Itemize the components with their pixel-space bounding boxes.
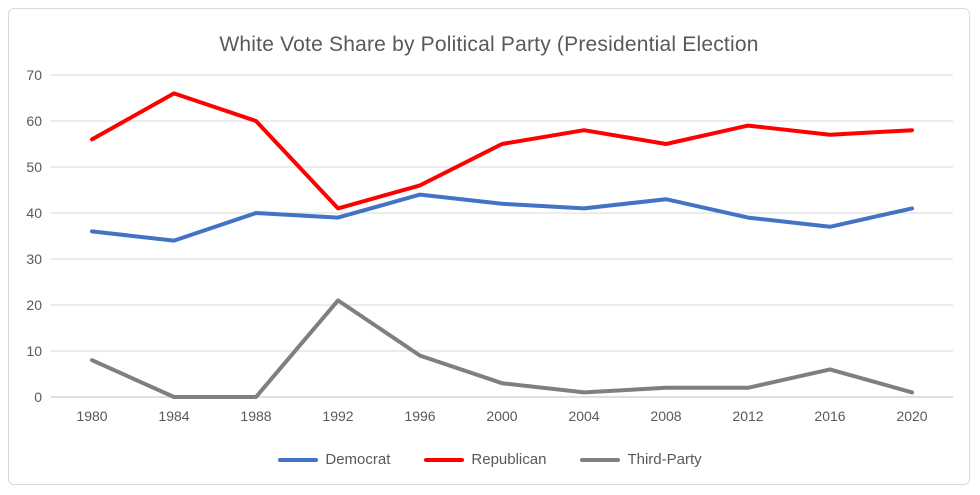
chart-title: White Vote Share by Political Party (Pre… — [219, 33, 759, 56]
chart-frame: White Vote Share by Political Party (Pre… — [8, 8, 970, 485]
y-tick-label: 0 — [34, 389, 42, 405]
x-tick-label: 2008 — [650, 408, 681, 424]
x-tick-label: 1992 — [322, 408, 353, 424]
series-line-third-party — [90, 298, 914, 399]
y-tick-label: 20 — [26, 297, 42, 313]
legend-label: Republican — [471, 451, 547, 468]
series-line-democrat — [90, 192, 914, 243]
x-tick-label: 2012 — [732, 408, 763, 424]
legend-swatch — [424, 457, 465, 462]
y-tick-label: 30 — [26, 251, 42, 267]
y-tick-label: 50 — [26, 159, 42, 175]
legend-swatch — [278, 457, 319, 462]
x-tick-label: 2000 — [486, 408, 517, 424]
series-line-republican — [90, 91, 914, 211]
legend-item-third-party: Third-Party — [580, 451, 702, 468]
legend-item-republican: Republican — [424, 451, 546, 468]
chart-legend: Democrat Republican Third-Party — [0, 451, 980, 468]
y-tick-label: 60 — [26, 113, 42, 129]
legend-swatch — [580, 457, 621, 462]
x-tick-label: 2004 — [568, 408, 599, 424]
x-tick-label: 1984 — [158, 408, 189, 424]
legend-label: Democrat — [325, 451, 391, 468]
legend-item-democrat: Democrat — [278, 451, 390, 468]
x-tick-label: 1988 — [240, 408, 271, 424]
y-tick-label: 40 — [26, 205, 42, 221]
y-tick-label: 10 — [26, 343, 42, 359]
legend-label: Third-Party — [627, 451, 702, 468]
x-tick-label: 2020 — [896, 408, 927, 424]
x-tick-label: 1996 — [404, 408, 435, 424]
x-tick-label: 2016 — [814, 408, 845, 424]
y-tick-label: 70 — [26, 67, 42, 83]
x-tick-label: 1980 — [76, 408, 107, 424]
